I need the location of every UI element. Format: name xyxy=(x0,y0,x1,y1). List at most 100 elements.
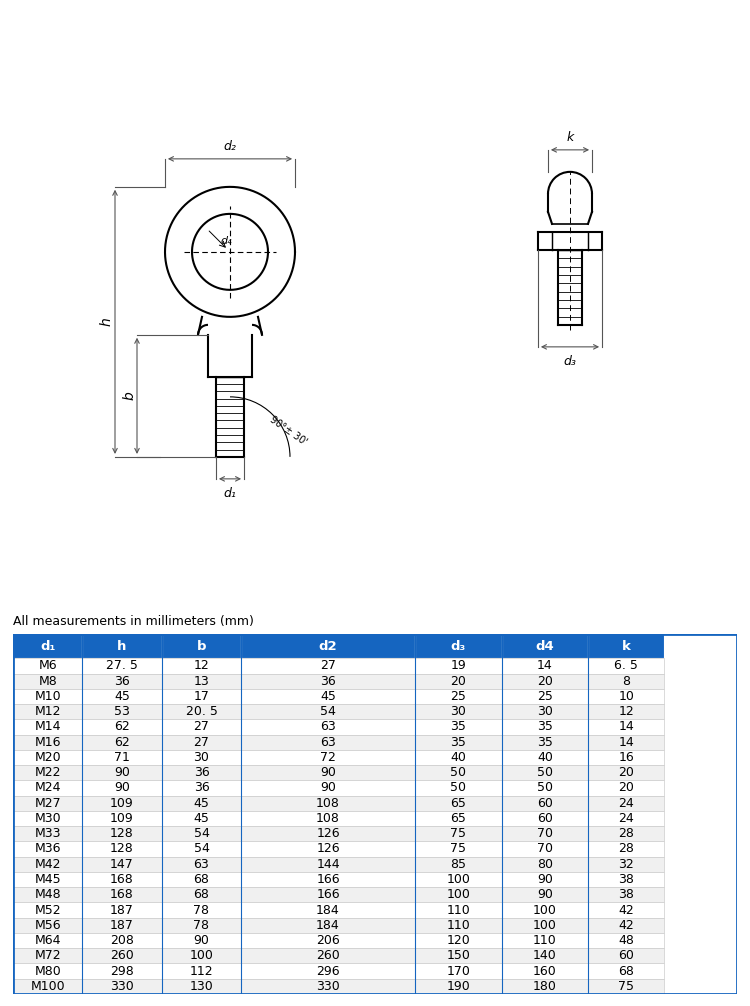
Bar xyxy=(415,872,502,887)
Text: 90: 90 xyxy=(320,767,336,780)
Text: 208: 208 xyxy=(110,934,134,947)
Text: 65: 65 xyxy=(450,812,466,825)
Bar xyxy=(82,811,162,826)
Text: 100: 100 xyxy=(190,950,214,963)
Bar xyxy=(415,857,502,872)
Bar xyxy=(13,811,82,826)
Bar xyxy=(415,964,502,979)
Text: 24: 24 xyxy=(618,797,634,810)
Bar xyxy=(162,841,242,857)
Text: 36: 36 xyxy=(114,675,130,688)
Text: 90: 90 xyxy=(537,873,553,886)
Bar xyxy=(162,674,242,689)
Text: 168: 168 xyxy=(110,873,134,886)
Bar xyxy=(502,811,588,826)
Text: d₂: d₂ xyxy=(224,140,236,153)
Bar xyxy=(13,841,82,857)
Text: 35: 35 xyxy=(450,720,466,733)
Text: 14: 14 xyxy=(618,735,634,748)
Bar xyxy=(162,811,242,826)
Text: M56: M56 xyxy=(34,918,62,932)
Bar xyxy=(13,964,82,979)
Bar xyxy=(13,902,82,917)
Text: 13: 13 xyxy=(194,675,209,688)
Bar xyxy=(242,917,415,933)
Bar xyxy=(502,734,588,749)
Text: 70: 70 xyxy=(537,827,553,840)
Bar xyxy=(82,719,162,734)
Text: 71: 71 xyxy=(114,750,130,764)
Text: 25: 25 xyxy=(450,690,466,703)
Bar xyxy=(242,766,415,781)
Text: 54: 54 xyxy=(194,827,209,840)
Bar xyxy=(242,872,415,887)
Text: 90: 90 xyxy=(320,782,336,795)
Bar xyxy=(415,902,502,917)
Bar xyxy=(162,781,242,796)
Text: 65: 65 xyxy=(450,797,466,810)
Bar xyxy=(162,917,242,933)
Text: M80: M80 xyxy=(34,965,62,978)
Text: M48: M48 xyxy=(34,888,62,901)
Text: 130: 130 xyxy=(190,980,213,993)
Text: 50: 50 xyxy=(450,767,466,780)
Bar xyxy=(415,841,502,857)
Text: 62: 62 xyxy=(114,735,130,748)
Bar xyxy=(502,964,588,979)
Bar xyxy=(415,634,502,658)
Bar xyxy=(588,979,664,994)
Bar xyxy=(242,949,415,964)
Bar xyxy=(415,781,502,796)
Text: 35: 35 xyxy=(450,735,466,748)
Text: 45: 45 xyxy=(194,812,209,825)
Bar xyxy=(82,917,162,933)
Bar xyxy=(415,749,502,766)
Bar xyxy=(502,704,588,719)
Bar xyxy=(82,766,162,781)
Text: 35: 35 xyxy=(537,735,553,748)
Text: 38: 38 xyxy=(618,888,634,901)
Bar xyxy=(502,719,588,734)
Text: 296: 296 xyxy=(316,965,340,978)
Bar xyxy=(13,857,82,872)
Bar xyxy=(162,964,242,979)
Text: 140: 140 xyxy=(533,950,556,963)
Bar xyxy=(13,634,82,658)
Bar xyxy=(415,796,502,811)
Text: M6: M6 xyxy=(38,659,57,672)
Bar xyxy=(82,704,162,719)
Text: 100: 100 xyxy=(446,888,470,901)
Text: M12: M12 xyxy=(34,705,61,718)
Text: 298: 298 xyxy=(110,965,134,978)
Text: 126: 126 xyxy=(316,827,340,840)
Bar xyxy=(588,949,664,964)
Bar xyxy=(588,964,664,979)
Bar xyxy=(13,979,82,994)
Bar xyxy=(588,766,664,781)
Bar xyxy=(13,887,82,902)
Text: 120: 120 xyxy=(446,934,470,947)
Bar xyxy=(242,811,415,826)
Bar xyxy=(162,826,242,841)
Bar xyxy=(162,766,242,781)
Bar xyxy=(82,734,162,749)
Text: 330: 330 xyxy=(110,980,134,993)
Bar xyxy=(13,872,82,887)
Text: 45: 45 xyxy=(114,690,130,703)
Bar xyxy=(502,796,588,811)
Bar xyxy=(588,658,664,674)
Text: 60: 60 xyxy=(537,812,553,825)
Text: 90: 90 xyxy=(537,888,553,901)
Bar xyxy=(588,826,664,841)
Bar xyxy=(82,689,162,704)
Text: 42: 42 xyxy=(618,918,634,932)
Text: d₃: d₃ xyxy=(451,640,466,653)
Bar xyxy=(588,887,664,902)
Bar xyxy=(13,917,82,933)
Text: 166: 166 xyxy=(316,888,340,901)
Text: k: k xyxy=(566,131,574,144)
Text: 17: 17 xyxy=(194,690,209,703)
Text: 30: 30 xyxy=(450,705,466,718)
Text: 128: 128 xyxy=(110,842,134,855)
Bar xyxy=(13,674,82,689)
